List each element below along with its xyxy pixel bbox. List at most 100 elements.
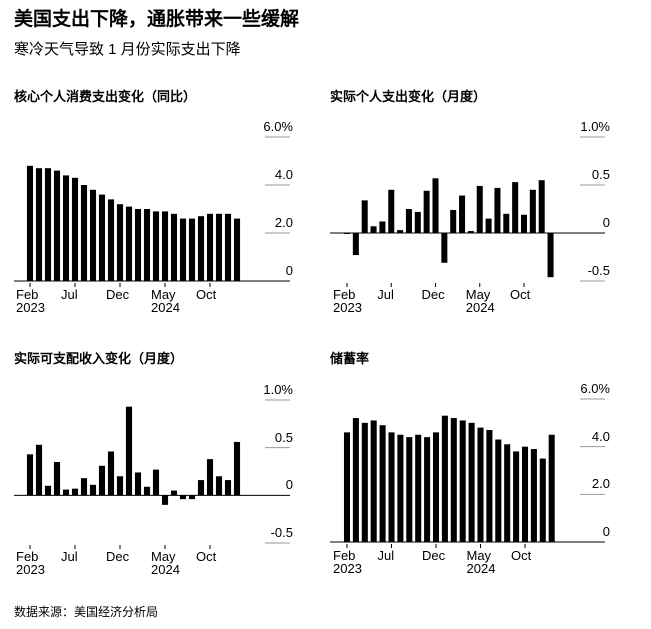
- title: 美国支出下降，通胀带来一些缓解: [14, 9, 300, 30]
- bar: [414, 211, 421, 233]
- bar: [352, 233, 359, 256]
- bar: [53, 461, 61, 496]
- bar: [44, 168, 52, 281]
- bar: [424, 437, 431, 542]
- y-tick-label: -0.5: [587, 263, 610, 278]
- y-tick-label: 1.0%: [263, 382, 293, 397]
- bar: [134, 209, 142, 281]
- bar: [233, 441, 241, 496]
- bar: [215, 476, 223, 496]
- x-tick-label: Oct: [511, 548, 532, 563]
- bar: [406, 437, 413, 542]
- panel-title: 实际可支配收入变化（月度）: [14, 351, 184, 366]
- bar: [143, 209, 151, 281]
- bar: [423, 190, 430, 233]
- bar: [161, 495, 169, 505]
- x-tick-label: Feb 2023: [333, 287, 362, 315]
- bar: [179, 495, 187, 500]
- bar: [206, 213, 214, 281]
- bar: [521, 446, 529, 542]
- bar: [170, 490, 178, 496]
- panel-title: 储蓄率: [330, 351, 370, 366]
- bar: [547, 233, 554, 278]
- bar: [197, 216, 205, 281]
- y-tick-label: 0: [602, 524, 610, 539]
- bar: [485, 218, 492, 233]
- bar: [361, 200, 368, 233]
- bar: [352, 418, 359, 542]
- bar: [477, 427, 484, 542]
- bar: [89, 484, 97, 496]
- x-tick-label: May 2024: [466, 548, 496, 576]
- bar: [152, 211, 160, 281]
- bar: [504, 444, 511, 542]
- bar: [388, 432, 395, 542]
- bar: [62, 489, 70, 496]
- bar: [548, 434, 555, 542]
- panel-title: 实际个人支出变化（月度）: [330, 89, 487, 104]
- y-tick-label: 1.0%: [580, 119, 610, 134]
- bar: [71, 177, 79, 281]
- bar: [370, 420, 377, 542]
- bar: [468, 422, 475, 542]
- x-tick-label: May 2024: [151, 549, 180, 577]
- bar: [125, 206, 133, 281]
- bar: [71, 488, 79, 496]
- bar: [513, 451, 520, 542]
- panel-title: 核心个人消费支出变化（同比）: [14, 89, 197, 104]
- bar: [116, 204, 124, 281]
- bar: [415, 434, 422, 542]
- bar: [152, 469, 160, 496]
- bar: [432, 432, 440, 542]
- x-tick-label: Jul: [377, 287, 394, 302]
- bar: [35, 168, 43, 281]
- bar: [370, 226, 377, 233]
- bar: [495, 439, 502, 542]
- bar: [215, 213, 223, 281]
- bar: [26, 454, 34, 496]
- source: 数据来源：美国经济分析局: [14, 605, 159, 619]
- x-tick-label: Feb 2023: [333, 548, 362, 576]
- bar: [441, 415, 448, 542]
- bar: [450, 418, 457, 542]
- bar: [486, 429, 493, 542]
- y-tick-label: 4.0: [591, 428, 610, 444]
- x-tick-label: Dec: [106, 549, 130, 564]
- y-tick-label: -0.5: [270, 525, 293, 540]
- x-tick-label: Dec: [106, 287, 130, 302]
- bar: [134, 472, 142, 496]
- x-tick-label: May 2024: [465, 287, 495, 315]
- x-tick-label: Oct: [510, 287, 531, 302]
- x-tick-label: Jul: [377, 548, 395, 563]
- bar: [35, 444, 43, 496]
- x-tick-label: May 2024: [151, 287, 180, 315]
- y-tick-label: 4.0: [274, 167, 293, 182]
- bar: [179, 218, 187, 281]
- y-tick-label: 2.0: [274, 215, 293, 230]
- bar: [432, 178, 439, 233]
- bar: [379, 425, 386, 542]
- x-tick-label: Dec: [421, 287, 445, 302]
- bar: [530, 449, 537, 542]
- bar: [405, 209, 412, 233]
- bar: [188, 495, 196, 500]
- bar: [343, 432, 351, 542]
- bar: [62, 175, 70, 281]
- bar: [143, 486, 151, 496]
- x-tick-label: Jul: [61, 549, 78, 564]
- x-tick-label: Oct: [196, 287, 217, 302]
- x-tick-label: Dec: [422, 548, 446, 563]
- y-tick-label: 0: [285, 477, 293, 493]
- y-tick-label: 0: [602, 215, 610, 230]
- bar: [379, 221, 386, 233]
- y-tick-label: 2.0: [591, 476, 610, 492]
- bar: [538, 180, 545, 233]
- bar: [450, 209, 457, 233]
- bar: [503, 213, 510, 233]
- bar: [53, 170, 61, 281]
- bar: [44, 485, 52, 496]
- bar: [206, 459, 214, 496]
- bar: [459, 195, 466, 233]
- bar: [459, 420, 466, 542]
